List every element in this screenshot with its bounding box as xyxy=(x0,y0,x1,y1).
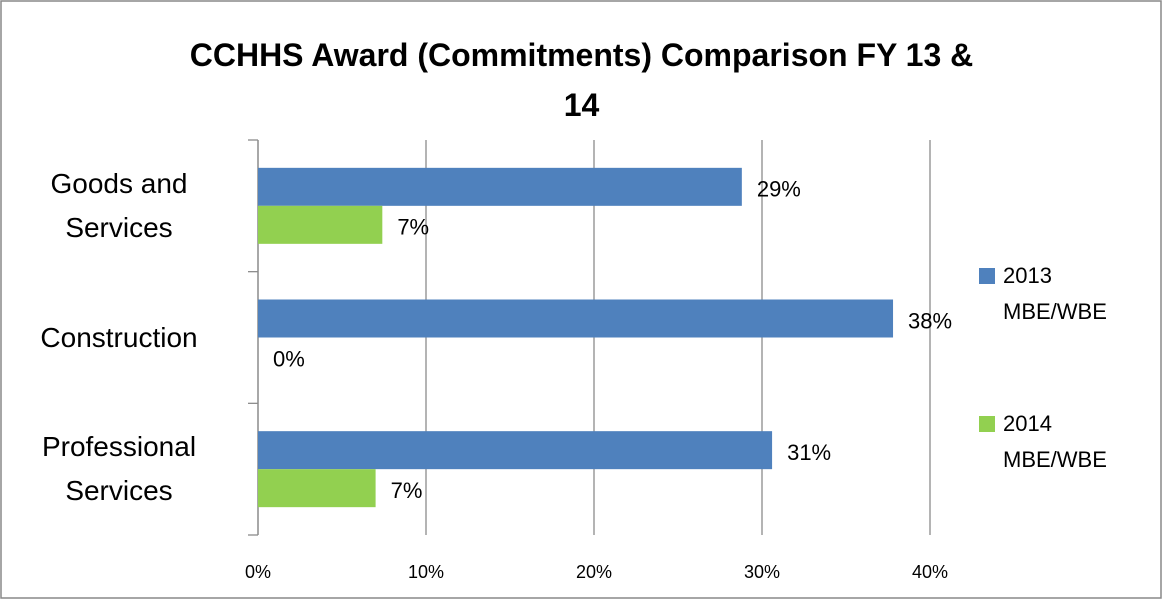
legend-label: 2013 MBE/WBE xyxy=(1003,263,1107,324)
bar xyxy=(258,205,383,244)
data-label: 7% xyxy=(391,478,423,503)
legend-swatch xyxy=(979,416,995,432)
data-label: 31% xyxy=(787,440,831,465)
x-tick-label: 30% xyxy=(744,562,780,582)
y-tick-label: Construction xyxy=(40,321,198,353)
legend-swatch xyxy=(979,268,995,284)
y-tick-label: Goods and Services xyxy=(50,167,188,243)
x-tick-label: 10% xyxy=(408,562,444,582)
bar xyxy=(258,299,894,338)
bar xyxy=(258,167,742,206)
x-tick-label: 20% xyxy=(576,562,612,582)
chart-title-text: CCHHS Award (Commitments) Comparison FY … xyxy=(189,37,974,123)
x-tick-label: 40% xyxy=(912,562,948,582)
data-label: 29% xyxy=(757,177,801,202)
bar xyxy=(258,469,376,508)
legend-label: 2014 MBE/WBE xyxy=(1003,411,1107,472)
y-tick-label: Professional Services xyxy=(41,431,197,507)
x-tick-label: 0% xyxy=(245,562,271,582)
chart-title: CCHHS Award (Commitments) Comparison FY … xyxy=(0,30,1163,130)
data-label: 0% xyxy=(273,346,305,371)
bar xyxy=(258,431,773,470)
data-label: 38% xyxy=(908,308,952,333)
data-label: 7% xyxy=(397,215,429,240)
